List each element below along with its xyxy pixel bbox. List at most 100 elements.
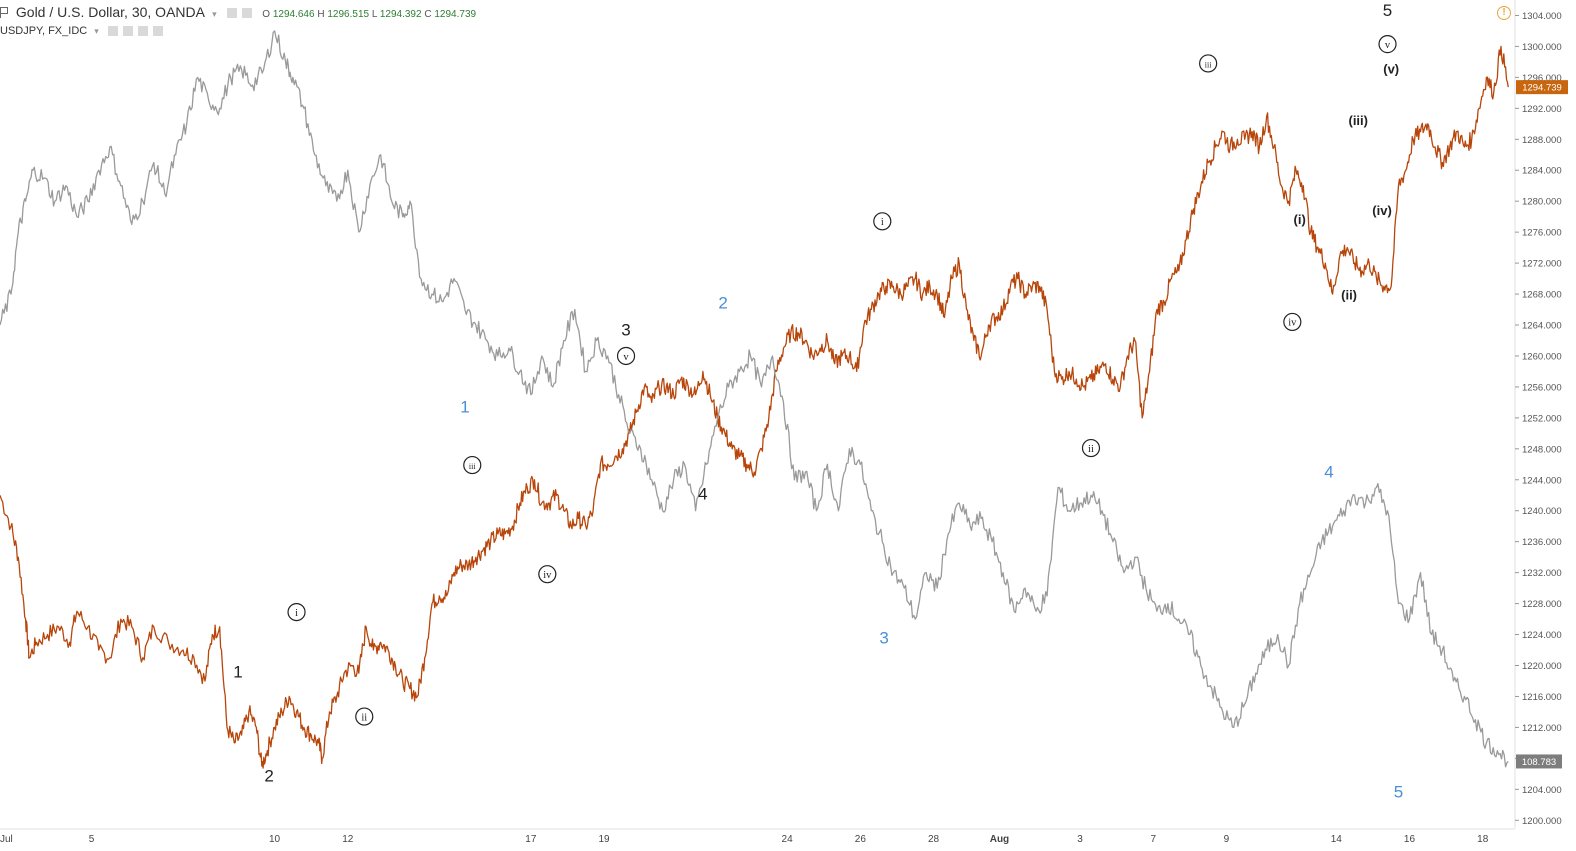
wave-label: 4 bbox=[698, 485, 707, 504]
open-label: O bbox=[262, 9, 271, 20]
compare-price-badge bbox=[1516, 754, 1562, 769]
wave-label-text: ii bbox=[361, 712, 367, 723]
last-price-badge bbox=[1516, 80, 1568, 95]
wave-label: (iv) bbox=[1372, 203, 1392, 218]
add-icon[interactable] bbox=[138, 26, 148, 37]
close-icon[interactable] bbox=[153, 26, 164, 37]
settings-icon[interactable] bbox=[242, 8, 253, 19]
y-tick-label: 1260.000 bbox=[1522, 351, 1562, 362]
wave-label: i bbox=[287, 603, 306, 622]
y-tick-label: 1280.000 bbox=[1522, 197, 1562, 208]
y-tick-label: 1228.000 bbox=[1522, 599, 1562, 610]
settings-icon[interactable] bbox=[122, 26, 133, 37]
y-tick-label: 1212.000 bbox=[1522, 723, 1562, 734]
hide-icon[interactable] bbox=[226, 8, 237, 19]
x-tick-label: 9 bbox=[1224, 834, 1230, 845]
wave-label-circle bbox=[1378, 35, 1397, 54]
wave-label: (i) bbox=[1294, 212, 1306, 227]
wave-label-text: 3 bbox=[621, 321, 630, 340]
y-tick-label: 1288.000 bbox=[1522, 135, 1562, 146]
wave-label-text: iii bbox=[469, 462, 476, 471]
y-tick-label: 1272.000 bbox=[1522, 259, 1562, 270]
compare-symbol[interactable]: USDJPY, FX_IDC bbox=[0, 25, 88, 37]
wave-label-text: 1 bbox=[233, 663, 242, 682]
gold-series bbox=[0, 45, 1509, 769]
wave-label-text: (v) bbox=[1383, 61, 1399, 76]
x-tick-label: 16 bbox=[1404, 834, 1416, 845]
y-tick-label: 1268.000 bbox=[1522, 290, 1562, 301]
y-tick-label: 1284.000 bbox=[1522, 166, 1562, 177]
hide-icon[interactable] bbox=[107, 26, 118, 37]
wave-label-text: v bbox=[1385, 40, 1391, 51]
compare-price-label: 108.783 bbox=[1522, 757, 1556, 768]
wave-label: iii bbox=[1199, 54, 1218, 73]
x-tick-label: Aug bbox=[990, 834, 1009, 845]
wave-label: iv bbox=[1283, 312, 1302, 332]
y-tick-label: 1236.000 bbox=[1522, 537, 1562, 548]
x-tick-label: 7 bbox=[1150, 834, 1156, 845]
wave-label-text: 4 bbox=[1324, 462, 1333, 481]
y-tick-label: 1216.000 bbox=[1522, 692, 1562, 703]
low-value: 1294.392 bbox=[379, 9, 422, 20]
x-tick-label: 18 bbox=[1477, 834, 1489, 845]
wave-label-circle bbox=[538, 565, 557, 584]
close-label: C bbox=[424, 9, 432, 20]
wave-label-text: 1 bbox=[460, 397, 469, 416]
wave-label-text: (iv) bbox=[1372, 203, 1392, 218]
wave-label-text: iii bbox=[1205, 60, 1212, 69]
wave-label: 3 bbox=[879, 629, 888, 648]
high-label: H bbox=[317, 9, 325, 20]
x-tick-label: 5 bbox=[89, 834, 95, 845]
wave-label-text: (iii) bbox=[1348, 113, 1368, 128]
y-tick-label: 1264.000 bbox=[1522, 321, 1562, 332]
y-tick-label: 1224.000 bbox=[1522, 630, 1562, 641]
wave-label-circle bbox=[463, 455, 482, 475]
wave-label: v bbox=[616, 346, 636, 366]
wave-label-text: i bbox=[295, 608, 298, 619]
y-tick-label: 1204.000 bbox=[1522, 785, 1562, 796]
wave-label: 1 bbox=[233, 663, 242, 682]
x-tick-label: 24 bbox=[782, 834, 794, 845]
x-tick-label: 17 bbox=[525, 834, 537, 845]
warning-icon[interactable]: ! bbox=[1497, 6, 1511, 20]
wave-label: 3 bbox=[621, 321, 630, 340]
wave-label-circle bbox=[1199, 54, 1218, 73]
wave-label-text: 5 bbox=[1394, 783, 1403, 802]
wave-label-text: iv bbox=[1288, 318, 1297, 329]
high-value: 1296.515 bbox=[327, 9, 370, 20]
chevron-down-icon[interactable]: ▾ bbox=[94, 26, 99, 36]
wave-label-text: 2 bbox=[264, 766, 273, 785]
chevron-down-icon[interactable]: ▾ bbox=[212, 9, 217, 19]
wave-label-circle bbox=[873, 212, 892, 231]
wave-label: 1 bbox=[460, 397, 469, 416]
series-line bbox=[0, 45, 1509, 769]
wave-label-text: 5 bbox=[1383, 1, 1392, 20]
wave-label-text: ii bbox=[1088, 444, 1094, 455]
wave-label: (iii) bbox=[1348, 113, 1368, 128]
wave-label: (ii) bbox=[1341, 287, 1357, 302]
wave-label: ii bbox=[355, 707, 374, 726]
wave-label: v bbox=[1378, 35, 1397, 54]
ohlc-readout: O 1294.646 H 1296.515 L 1294.392 C 1294.… bbox=[262, 9, 476, 20]
wave-label-text: 3 bbox=[879, 629, 888, 648]
symbol-title[interactable]: Gold / U.S. Dollar, 30, OANDA bbox=[15, 4, 205, 20]
y-tick-label: 1232.000 bbox=[1522, 568, 1562, 579]
wave-label: 5 bbox=[1394, 783, 1403, 802]
x-tick-label: 3 bbox=[1077, 834, 1083, 845]
wave-label: 5 bbox=[1383, 1, 1392, 20]
chart-header: Gold / U.S. Dollar, 30, OANDA ▾ O 1294.6… bbox=[0, 4, 476, 20]
wave-label-circle bbox=[1283, 312, 1302, 332]
wave-label-text: 4 bbox=[698, 485, 707, 504]
wave-label: iii bbox=[463, 455, 482, 475]
x-tick-label: Jul bbox=[0, 834, 13, 845]
wave-label-circle bbox=[1081, 438, 1101, 458]
y-tick-label: 1248.000 bbox=[1522, 444, 1562, 455]
y-tick-label: 1256.000 bbox=[1522, 382, 1562, 393]
x-tick-label: 28 bbox=[928, 834, 940, 845]
wave-label: (v) bbox=[1383, 61, 1399, 76]
flag-icon[interactable] bbox=[0, 7, 9, 18]
time-axis: Jul 5 10 12 17 19 24 26 28 Aug 3 7 9 14 16 18 bbox=[0, 828, 1515, 845]
wave-label: ii bbox=[1081, 438, 1101, 458]
y-tick-label: 1240.000 bbox=[1522, 506, 1562, 517]
